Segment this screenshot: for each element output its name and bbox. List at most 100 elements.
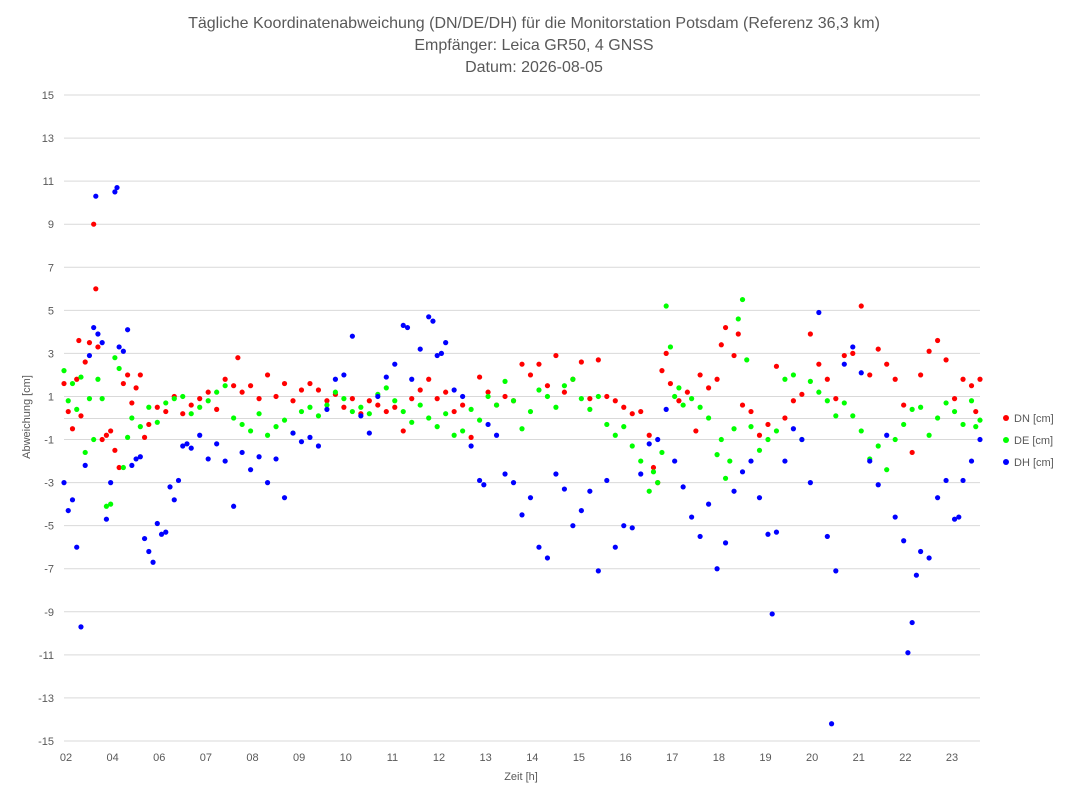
y-axis-tick-labels: 15 13 11 9 7 5 3 1 -1 -3 -5 -7 -9 -11 -13 -15 (38, 90, 54, 748)
data-point (65, 507, 71, 514)
data-point (667, 344, 674, 350)
data-point (646, 441, 652, 447)
data-point (133, 385, 139, 391)
data-point (158, 531, 165, 537)
data-point (120, 348, 126, 354)
y-tick-label: 3 (48, 348, 54, 360)
x-tick-label: 08 (246, 752, 258, 764)
data-point (714, 376, 720, 382)
data-point (99, 396, 105, 402)
data-point (324, 402, 330, 408)
data-point (247, 467, 254, 473)
data-point (78, 624, 84, 630)
data-point (239, 449, 245, 456)
data-point (553, 404, 559, 410)
data-point (82, 462, 88, 468)
data-point (315, 443, 322, 449)
data-point (341, 404, 347, 410)
data-point (417, 387, 423, 393)
x-tick-label: 07 (200, 752, 212, 764)
data-point (392, 361, 398, 367)
data-point (960, 477, 966, 484)
data-point (256, 411, 262, 417)
data-point (663, 350, 669, 356)
legend-marker (1003, 415, 1009, 421)
y-tick-label: 9 (48, 219, 54, 231)
data-point (816, 309, 822, 316)
data-point (918, 548, 924, 555)
data-point (171, 497, 177, 503)
data-point (95, 376, 101, 382)
data-point (850, 413, 856, 419)
data-point (926, 348, 932, 354)
data-point (93, 193, 99, 199)
x-tick-label: 02 (60, 752, 72, 764)
y-tick-label: -9 (44, 607, 54, 619)
y-tick-label: 1 (48, 391, 54, 403)
data-point (366, 430, 372, 436)
data-point (934, 495, 941, 501)
data-point (133, 456, 139, 462)
data-point (184, 441, 190, 447)
data-point (341, 396, 347, 402)
data-point (833, 568, 839, 574)
data-point (383, 374, 389, 380)
data-point (782, 458, 788, 464)
data-point (400, 428, 406, 434)
data-point (69, 497, 76, 503)
gridlines (64, 94, 980, 742)
x-tick-label: 21 (853, 752, 865, 764)
data-point (69, 380, 76, 387)
data-point (718, 342, 724, 348)
data-point (731, 426, 737, 432)
data-point (960, 421, 966, 428)
data-point (298, 408, 305, 415)
x-tick-label: 18 (713, 752, 725, 764)
data-point (86, 340, 93, 346)
series-1 (61, 296, 983, 509)
data-point (485, 421, 491, 428)
data-point (841, 361, 847, 367)
data-point (485, 389, 491, 395)
data-point (366, 411, 372, 417)
data-point (536, 544, 542, 550)
data-point (612, 432, 618, 438)
data-point (544, 393, 551, 400)
data-point (125, 434, 131, 440)
data-point (502, 471, 508, 477)
data-point (307, 404, 313, 410)
y-tick-label: -7 (44, 564, 54, 576)
data-point (977, 436, 983, 443)
data-point (680, 402, 686, 408)
data-point (731, 352, 737, 359)
data-point (417, 346, 423, 352)
legend: DN [cm] DE [cm] DH [cm] (1003, 413, 1054, 469)
data-point (739, 296, 746, 303)
data-point (468, 406, 474, 412)
data-point (91, 221, 97, 227)
data-point (968, 458, 975, 464)
data-point (493, 432, 500, 438)
data-point (290, 430, 296, 436)
data-points (61, 184, 983, 727)
data-point (375, 393, 381, 400)
data-point (180, 393, 186, 400)
data-point (527, 408, 534, 415)
x-tick-label: 22 (899, 752, 911, 764)
data-point (264, 432, 271, 438)
data-point (977, 376, 983, 382)
data-point (141, 434, 148, 440)
data-point (604, 393, 610, 400)
data-point (114, 184, 120, 191)
y-tick-label: -13 (38, 693, 54, 705)
data-point (460, 393, 466, 400)
data-point (638, 458, 644, 464)
data-point (231, 415, 237, 421)
y-tick-label: 15 (42, 90, 54, 102)
chart-title: Tägliche Koordinatenabweichung (DN/DE/DH… (188, 15, 880, 76)
data-point (74, 406, 80, 412)
data-point (141, 535, 148, 542)
data-point (816, 389, 822, 395)
data-point (74, 544, 80, 550)
data-point (82, 359, 88, 365)
